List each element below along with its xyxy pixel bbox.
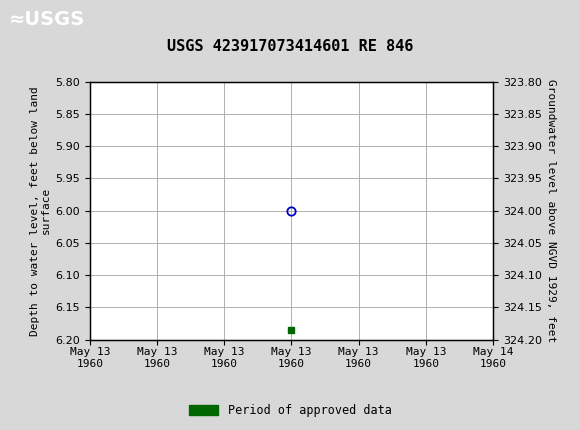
Text: ≈USGS: ≈USGS [9, 10, 85, 30]
Y-axis label: Depth to water level, feet below land
surface: Depth to water level, feet below land su… [30, 86, 51, 335]
Legend: Period of approved data: Period of approved data [184, 399, 396, 422]
Y-axis label: Groundwater level above NGVD 1929, feet: Groundwater level above NGVD 1929, feet [546, 79, 556, 342]
Text: USGS 423917073414601 RE 846: USGS 423917073414601 RE 846 [167, 39, 413, 54]
